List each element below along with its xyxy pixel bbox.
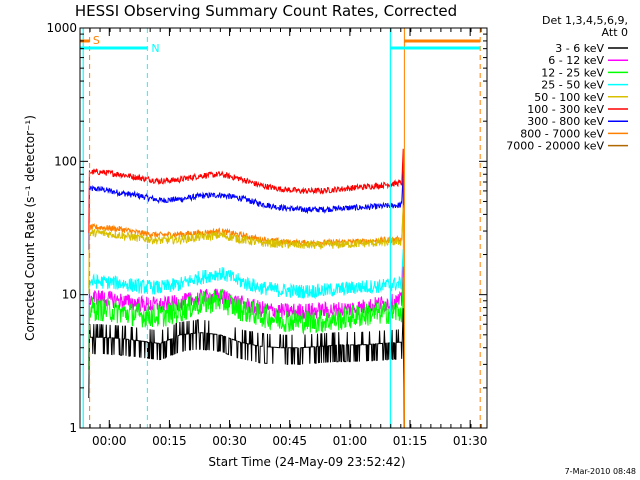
y-tick-label: 1000 — [46, 21, 77, 35]
y-axis-label: Corrected Count Rate (s⁻¹ detector⁻¹) — [23, 115, 37, 341]
x-tick-label: 00:30 — [212, 434, 247, 448]
x-tick-label: 01:00 — [333, 434, 368, 448]
series-line — [88, 148, 405, 429]
legend-label: 25 - 50 keV — [541, 79, 604, 92]
x-axis-label: Start Time (24-May-09 23:52:42) — [208, 455, 405, 469]
axes: 1 10 100 1000 00:00 00:15 00:30 00:45 01:00 01:15… — [46, 21, 488, 448]
saa-marker-label: S — [93, 34, 100, 47]
series-line — [88, 249, 405, 429]
x-tick-label: 01:30 — [453, 434, 488, 448]
plot-frame — [79, 27, 488, 429]
series-line — [88, 170, 405, 429]
legend-header-line-2: Att 0 — [602, 26, 628, 39]
x-tick-label: 00:45 — [272, 434, 307, 448]
y-tick-label: 1 — [69, 421, 77, 435]
series-line — [88, 205, 405, 429]
y-tick-label: 10 — [62, 288, 77, 302]
series-line — [88, 308, 405, 429]
legend-label: 7000 - 20000 keV — [506, 140, 604, 153]
legend-label: 100 - 300 keV — [527, 103, 604, 116]
y-tick-label: 100 — [54, 154, 77, 168]
legend-label: 300 - 800 keV — [527, 115, 604, 128]
series-line — [88, 207, 405, 429]
legend-label: 50 - 100 keV — [534, 91, 604, 104]
attenuator-markers: SN — [80, 28, 481, 428]
footer-timestamp: 7-Mar-2010 08:48 — [565, 467, 636, 476]
legend-label: 800 - 7000 keV — [520, 127, 604, 140]
x-tick-label: 01:15 — [393, 434, 428, 448]
series-line — [88, 277, 405, 429]
night-marker-label: N — [151, 42, 159, 55]
legend-label: 6 - 12 keV — [548, 54, 604, 67]
x-tick-label: 00:00 — [92, 434, 127, 448]
chart-title: HESSI Observing Summary Count Rates, Cor… — [75, 2, 457, 20]
legend-header-line-1: Det 1,3,4,5,6,9, — [542, 14, 628, 27]
legend-label: 12 - 25 keV — [541, 66, 604, 79]
data-lines — [88, 148, 405, 429]
x-tick-label: 00:15 — [152, 434, 187, 448]
legend-label: 3 - 6 keV — [555, 42, 604, 55]
